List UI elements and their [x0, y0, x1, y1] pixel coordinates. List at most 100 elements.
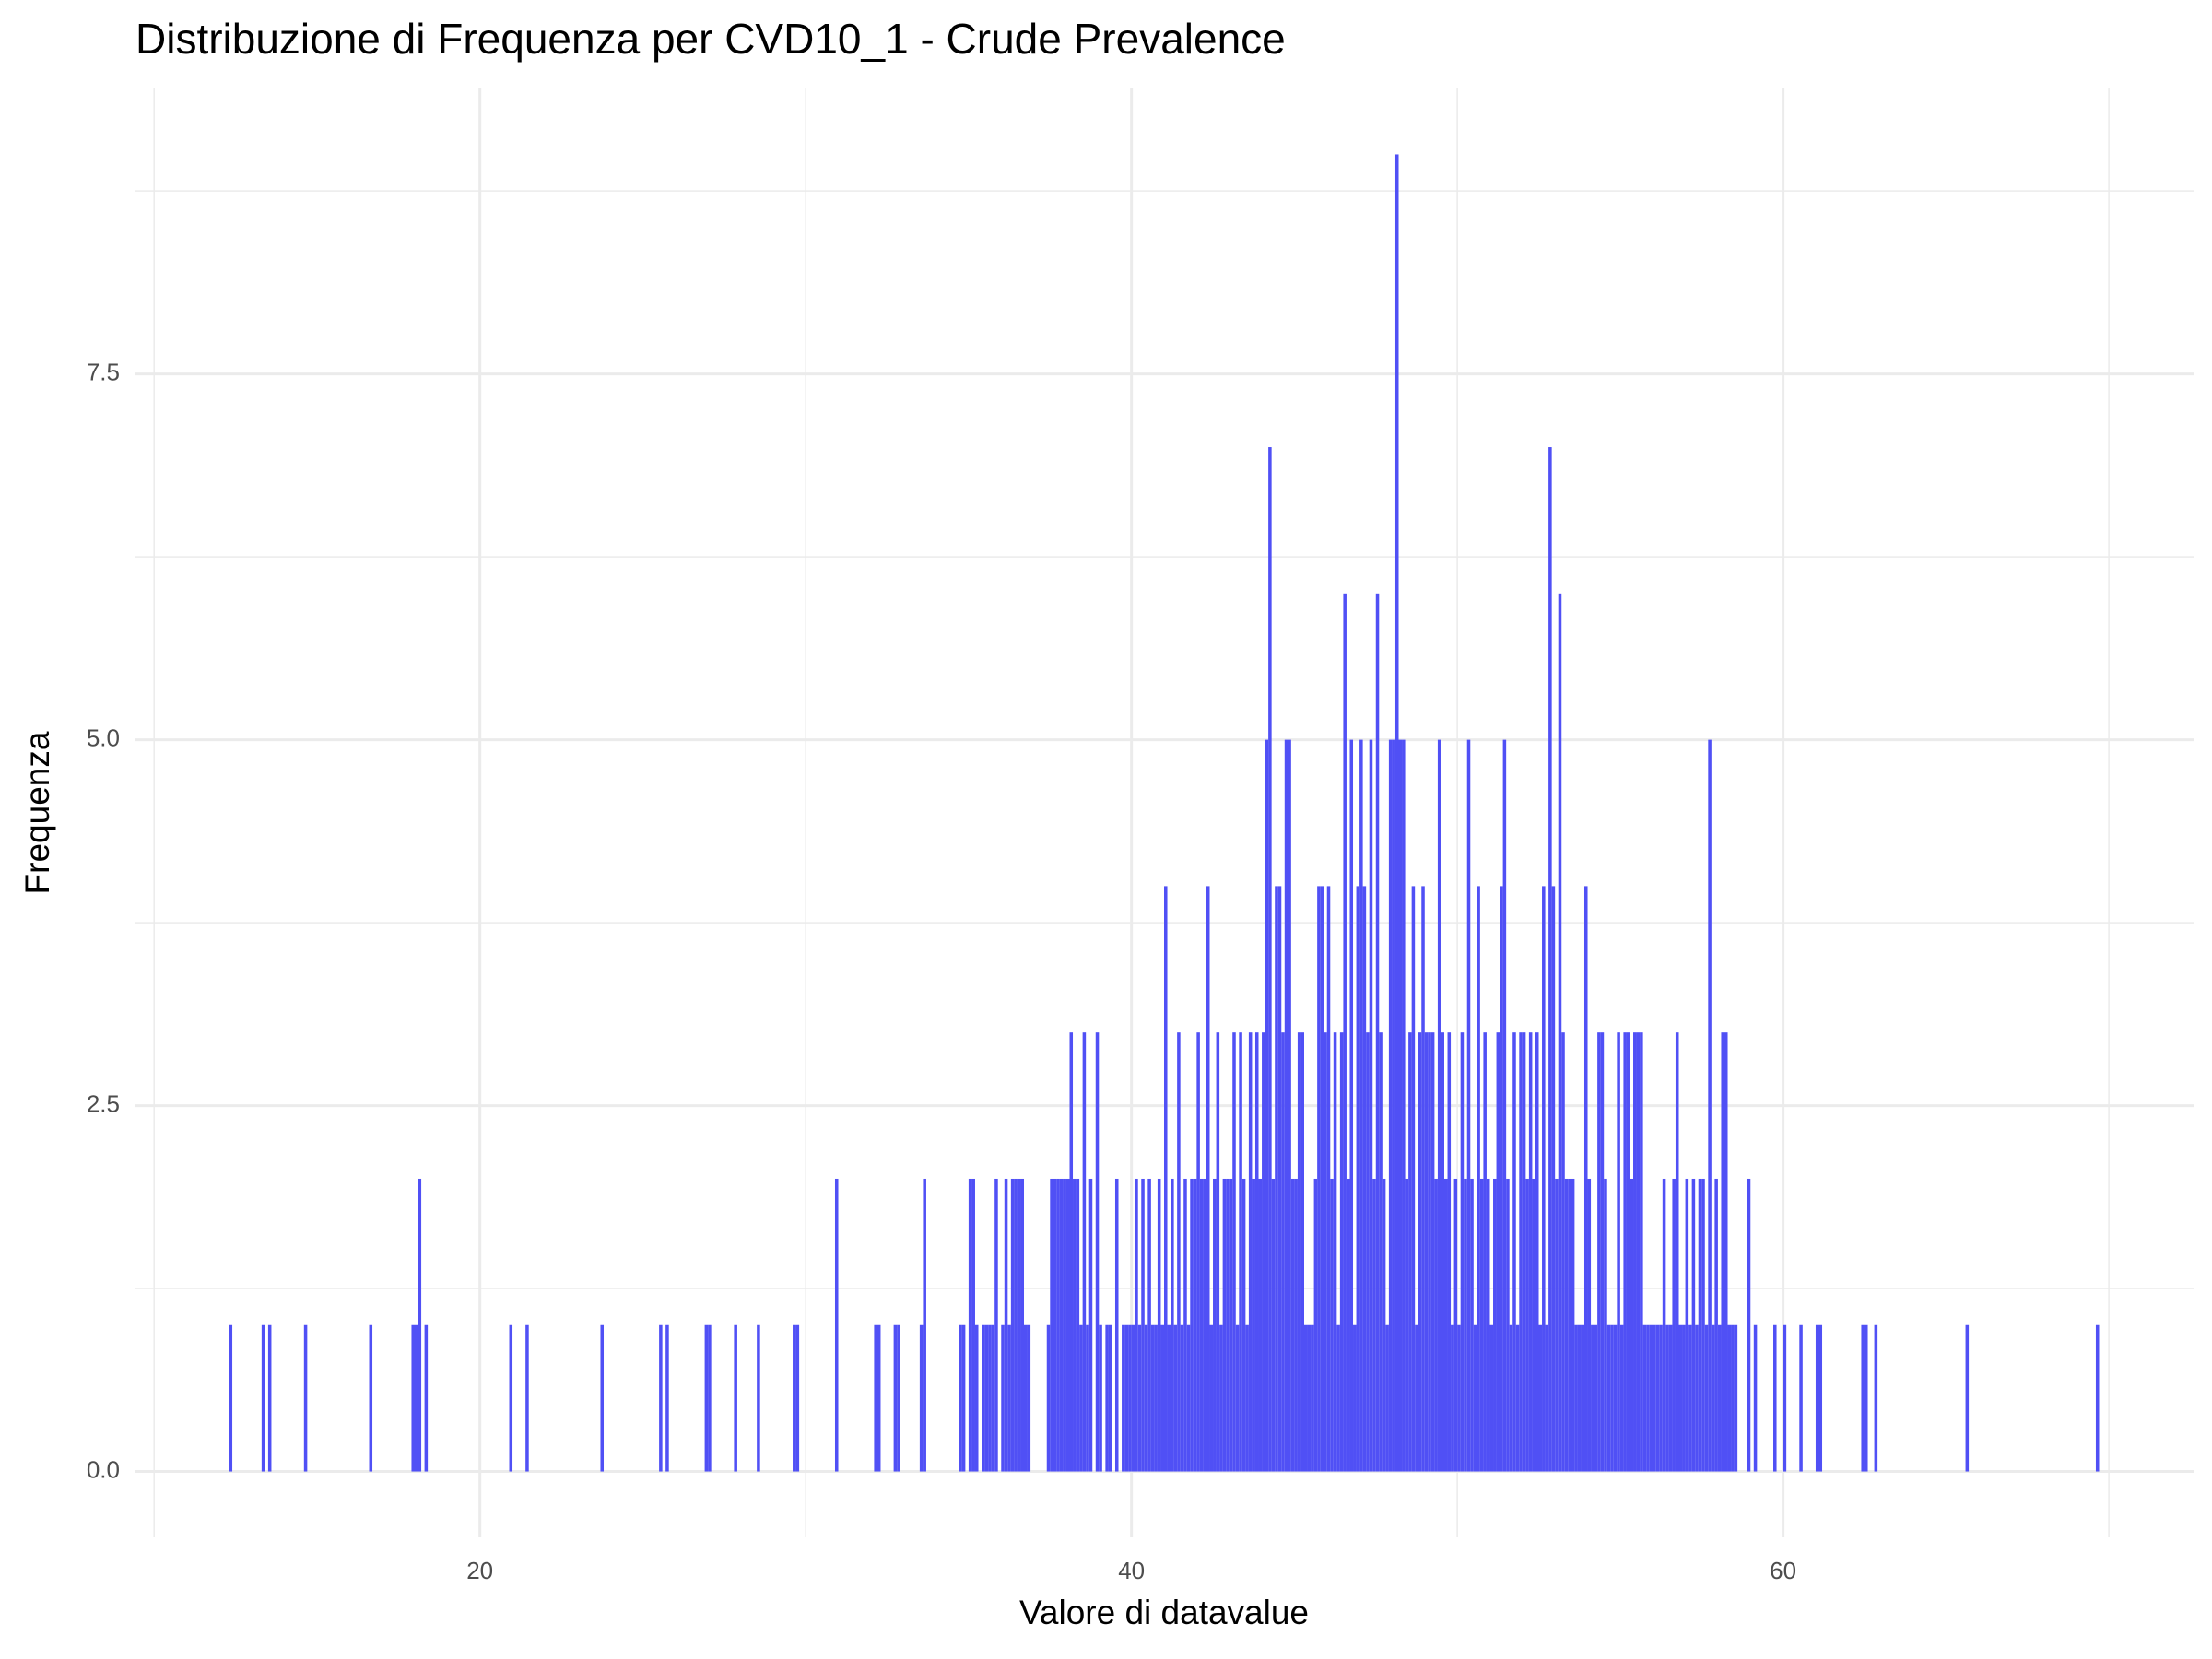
bar [1606, 1324, 1611, 1472]
bar [1581, 1324, 1584, 1472]
bar [1131, 1324, 1135, 1472]
bar [1668, 1324, 1673, 1472]
bar [1672, 1178, 1676, 1472]
bar [1466, 739, 1471, 1472]
bar [1398, 739, 1403, 1472]
bar [1464, 1178, 1467, 1472]
bar [1254, 1032, 1259, 1472]
bar [1649, 1324, 1653, 1472]
bar [1619, 1324, 1624, 1472]
bar [1525, 1178, 1529, 1472]
bar [1965, 1324, 1970, 1472]
bar [1379, 1032, 1382, 1472]
bar [1441, 1032, 1444, 1472]
bar [1265, 739, 1269, 1472]
bar [1245, 1324, 1249, 1472]
bar [1815, 1324, 1819, 1472]
bar [1747, 1178, 1751, 1472]
bar [1714, 1178, 1718, 1472]
bar [1486, 1178, 1490, 1472]
bar [1268, 447, 1272, 1472]
bar [525, 1324, 529, 1472]
bar [1303, 1324, 1308, 1472]
bar [1604, 1178, 1607, 1472]
bar [1731, 1324, 1735, 1472]
bar [1502, 739, 1507, 1472]
bar [1141, 1178, 1145, 1472]
bar [1076, 1178, 1080, 1472]
bar [1434, 1178, 1438, 1472]
bar [1186, 1324, 1191, 1472]
bar [1473, 1324, 1477, 1472]
bar [2095, 1324, 2100, 1472]
bar [1056, 1178, 1060, 1472]
bar [1430, 1032, 1435, 1472]
bar [1708, 739, 1712, 1472]
bar [1392, 739, 1395, 1472]
bar [1421, 886, 1425, 1472]
bar [1206, 886, 1210, 1472]
bar [1437, 739, 1441, 1472]
bar [1199, 1178, 1204, 1472]
bar [1339, 1032, 1344, 1472]
bar [1655, 1324, 1660, 1472]
y-axis-title: Frequenza [18, 731, 56, 894]
bar [1610, 1324, 1614, 1472]
bar [1548, 447, 1552, 1472]
bar [1353, 1324, 1357, 1472]
bar [1079, 1324, 1083, 1472]
bar [1704, 1324, 1709, 1472]
bar [1271, 1178, 1276, 1472]
bar [418, 1178, 422, 1472]
bar [1135, 1178, 1138, 1472]
bar [1685, 1178, 1689, 1472]
bar [1190, 1178, 1194, 1472]
bar [1818, 1324, 1823, 1472]
bar [229, 1324, 233, 1472]
bar [1046, 1324, 1051, 1472]
bar [1561, 1032, 1565, 1472]
bar [1226, 1178, 1230, 1472]
bar [1027, 1324, 1031, 1472]
bar [1241, 1178, 1246, 1472]
bar [1394, 154, 1399, 1472]
bar [1500, 886, 1503, 1472]
bar [1528, 1032, 1533, 1472]
bar [1150, 1324, 1155, 1472]
y-tick-label: 5.0 [87, 724, 120, 751]
bar [1623, 1032, 1627, 1472]
bar [959, 1324, 962, 1472]
x-tick-label: 40 [1118, 1557, 1145, 1584]
bar [1173, 1324, 1178, 1472]
bar [1010, 1178, 1015, 1472]
bar [1662, 1178, 1666, 1472]
bar [1571, 1178, 1575, 1472]
bar [1122, 1324, 1125, 1472]
bar [1773, 1324, 1777, 1472]
bar [1346, 1178, 1350, 1472]
bar [1128, 1324, 1132, 1472]
bar [1082, 1032, 1087, 1472]
bar [919, 1324, 924, 1472]
grid [135, 88, 2194, 1537]
bar [1479, 1178, 1484, 1472]
bar [1356, 886, 1360, 1472]
bar [734, 1324, 737, 1472]
bar [1369, 739, 1373, 1472]
bar [1053, 1178, 1057, 1472]
bar [1665, 1324, 1669, 1472]
bar [1362, 886, 1367, 1472]
bar [1698, 1178, 1702, 1472]
bar [1004, 1178, 1008, 1472]
bar [1496, 1032, 1500, 1472]
x-axis-title: Valore di datavalue [1019, 1594, 1309, 1631]
bar [1724, 1032, 1728, 1472]
bar [1007, 1324, 1011, 1472]
bar [1626, 1032, 1630, 1472]
bar [1574, 1324, 1578, 1472]
bar [1284, 739, 1288, 1472]
bar [1711, 1324, 1715, 1472]
bar [1874, 1324, 1878, 1472]
bar [1050, 1178, 1053, 1472]
bar [1124, 1324, 1129, 1472]
